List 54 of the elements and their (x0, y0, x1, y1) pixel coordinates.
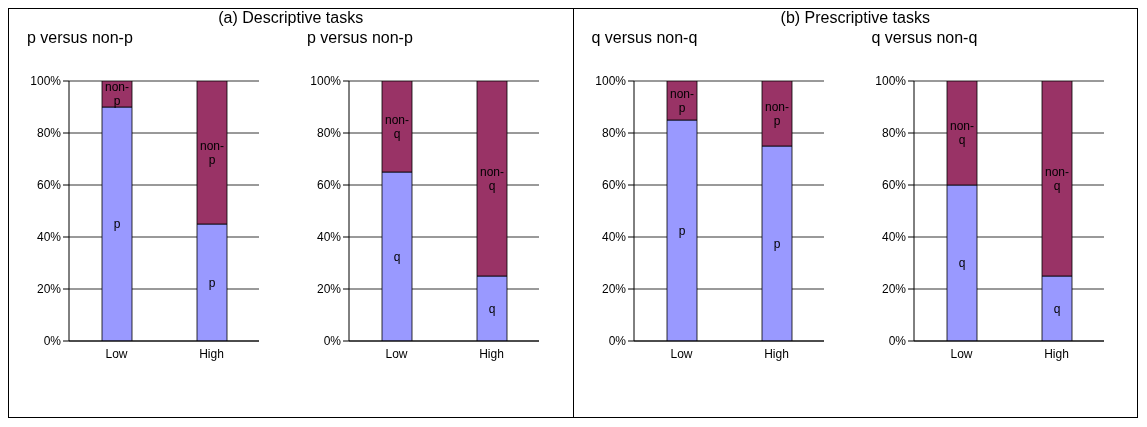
text: p (773, 236, 780, 251)
y-tick-label: 20% (601, 282, 626, 297)
y-tick-label: 80% (601, 126, 626, 141)
chart-title: (b) Prescriptive tasks (779, 9, 931, 28)
y-tick-label: 20% (316, 282, 342, 297)
y-tick-label: 60% (601, 178, 626, 193)
series-label: non-p (104, 80, 130, 108)
text: p (208, 275, 216, 290)
y-tick-label: 100% (874, 74, 906, 89)
series-label: q (393, 249, 401, 264)
y-tick-label: 100% (30, 74, 62, 89)
chart-subtitle: p versus non-p (306, 29, 414, 48)
x-tick-label: Low (385, 346, 408, 361)
y-tick-label: 40% (601, 230, 626, 245)
y-tick-label: 60% (881, 178, 906, 193)
x-tick-label: Low (105, 346, 128, 361)
series-label: non-q (384, 112, 410, 141)
text: non-p (764, 99, 789, 128)
x-tick-label: Low (949, 346, 973, 361)
x-tick-label: High (1043, 346, 1069, 361)
series-label: non-q (949, 119, 974, 147)
series-label: q (958, 256, 965, 270)
series-label: p (678, 223, 686, 238)
x-tick-label: High (763, 346, 789, 361)
y-tick-label: 0% (43, 334, 62, 349)
chart-subtitle: q versus non-q (870, 29, 979, 48)
y-tick-label: 0% (888, 334, 906, 349)
x-tick-label: Low (669, 346, 693, 361)
text: q (488, 301, 496, 316)
y-tick-label: 80% (316, 126, 342, 141)
series-label: non-p (669, 86, 694, 115)
y-tick-label: 40% (36, 230, 62, 245)
y-tick-label: 60% (36, 178, 62, 193)
x-tick-label: High (199, 346, 224, 361)
y-tick-label: 100% (310, 74, 342, 89)
chart-subtitle: p versus non-p (26, 29, 134, 48)
y-tick-label: 0% (323, 334, 342, 349)
y-tick-label: 20% (36, 282, 62, 297)
x-tick-label: High (479, 346, 504, 361)
text: non-p (199, 138, 225, 167)
text: non-q (1044, 164, 1069, 193)
y-tick-label: 40% (316, 230, 342, 245)
y-tick-label: 100% (594, 74, 626, 89)
series-label: p (113, 217, 121, 231)
y-tick-label: 60% (316, 178, 342, 193)
y-tick-label: 20% (881, 282, 906, 297)
text: q (1053, 301, 1060, 316)
chart-title: (a) Descriptive tasks (217, 9, 365, 28)
y-tick-label: 80% (36, 126, 62, 141)
text: non-q (479, 164, 505, 193)
y-tick-label: 0% (608, 334, 626, 349)
chart-subtitle: q versus non-q (590, 29, 699, 48)
y-tick-label: 40% (881, 230, 906, 245)
y-tick-label: 80% (881, 126, 906, 141)
